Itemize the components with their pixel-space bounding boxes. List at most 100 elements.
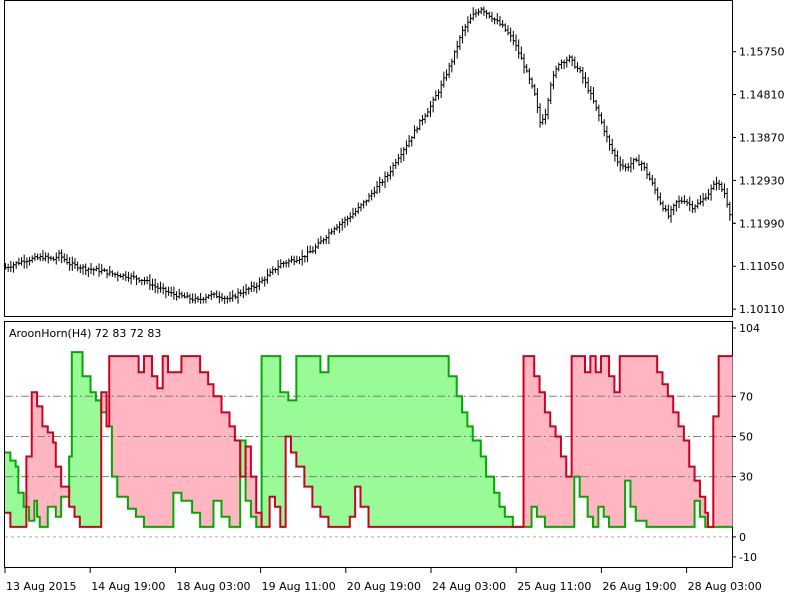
indicator-fill-segment	[328, 356, 331, 527]
aroon-down-line	[5, 355, 732, 528]
indicator-fill-segment	[727, 356, 730, 527]
indicator-fill-segment	[103, 392, 106, 413]
indicator-fill-segment	[408, 356, 411, 527]
indicator-fill-segment	[717, 416, 720, 527]
indicator-fill-segment	[647, 356, 650, 527]
indicator-fill-segment	[495, 492, 498, 527]
indicator-fill-segment	[391, 356, 394, 527]
indicator-fill-segment	[313, 356, 316, 507]
indicator-fill-segment	[614, 392, 617, 527]
indicator-fill-segment	[543, 392, 546, 517]
indicator-fill-segment	[126, 356, 129, 497]
indicator-fill-segment	[395, 356, 398, 527]
indicator-fill-segment	[169, 372, 172, 527]
indicator-fill-segment	[34, 392, 37, 501]
indicator-fill-segment	[451, 376, 454, 527]
indicator-fill-segment	[579, 356, 582, 497]
indicator-fill-segment	[161, 388, 164, 527]
indicator-fill-segment	[7, 452, 10, 513]
indicator-fill-segment	[407, 356, 410, 527]
indicator-fill-segment	[168, 372, 170, 527]
indicator-fill-segment	[540, 392, 543, 517]
indicator-fill-segment	[294, 400, 297, 453]
indicator-fill-segment	[532, 356, 535, 507]
indicator-fill-segment	[687, 440, 690, 527]
indicator-fill-segment	[725, 356, 728, 527]
indicator-fill-segment	[677, 412, 680, 527]
indicator-fill-segment	[560, 456, 563, 527]
indicator-fill-segment	[452, 376, 455, 527]
indicator-fill-segment	[9, 452, 11, 513]
indicator-fill-segment	[580, 356, 583, 497]
indicator-fill-segment	[377, 356, 380, 527]
indicator-fill-segment	[657, 372, 660, 527]
indicator-fill-segment	[142, 372, 145, 517]
indicator-fill-segment	[625, 356, 628, 481]
indicator-fill-segment	[597, 372, 599, 527]
indicator-fill-segment	[246, 446, 249, 501]
price-tick-label: 1.14810	[739, 89, 785, 102]
indicator-fill-segment	[547, 412, 550, 527]
indicator-fill-segment	[282, 392, 285, 527]
indicator-fill-segment	[276, 356, 279, 507]
indicator-fill-segment	[156, 376, 158, 527]
indicator-fill-segment	[589, 372, 591, 517]
indicator-fill-segment	[593, 356, 595, 527]
indicator-fill-segment	[186, 356, 189, 501]
indicator-fill-segment	[29, 456, 31, 521]
indicator-fill-segment	[630, 356, 633, 507]
price-pane: 1.15750 1.14810 1.13870 1.12930 1.11990 1.110…	[4, 0, 785, 317]
indicator-fill-segment	[535, 376, 538, 507]
indicator-fill-segment	[719, 356, 722, 527]
indicator-fill-segment	[218, 396, 221, 501]
indicator-fill-segment	[355, 356, 358, 487]
indicator-fill-segment	[329, 356, 332, 527]
indicator-fill-segment	[649, 356, 652, 527]
indicator-fill-segment	[65, 486, 68, 497]
indicator-fill-segment	[602, 356, 605, 507]
indicator-fill-segment	[114, 356, 117, 477]
indicator-fill-segment	[55, 466, 58, 517]
indicator-title: AroonHorn(H4) 72 83 72 83	[9, 327, 161, 340]
indicator-fill-segment	[252, 476, 255, 517]
indicator-fill-segment	[447, 356, 450, 527]
indicator-fill-segment	[621, 356, 624, 527]
indicator-fill-segment	[427, 356, 430, 527]
indicator-fill-segment	[480, 456, 483, 527]
indicator-fill-segment	[393, 356, 396, 527]
indicator-fill-segment	[205, 372, 208, 527]
indicator-fill-segment	[198, 356, 201, 513]
aroon-up-line	[5, 351, 732, 528]
indicator-fill-segment	[121, 356, 124, 497]
indicator-fill-segment	[248, 446, 251, 501]
indicator-fill-segment	[650, 356, 653, 527]
indicator-fill-segment	[185, 356, 188, 501]
indicator-fill-segment	[113, 356, 116, 477]
indicator-fill-segment	[253, 476, 256, 517]
indicator-fill-segment	[296, 356, 299, 467]
indicator-fill-segment	[41, 406, 44, 527]
indicator-fill-segment	[118, 356, 121, 497]
indicator-fill-segment	[265, 356, 268, 527]
indicator-fill-segment	[17, 466, 19, 527]
indicator-fill-segment	[5, 452, 7, 513]
indicator-fill-segment	[209, 384, 212, 527]
indicator-fill-segment	[371, 356, 374, 527]
indicator-fill-segment	[119, 356, 122, 497]
indicator-tick-label: 30	[739, 471, 753, 484]
indicator-fill-segment	[86, 376, 89, 527]
indicator-fill-segment	[257, 512, 260, 527]
indicator-fill-segment	[190, 356, 193, 501]
indicator-fill-segment	[269, 356, 272, 497]
indicator-fill-segment	[33, 392, 36, 521]
indicator-fill-segment	[415, 356, 418, 527]
price-tick-label: 1.12930	[739, 174, 785, 187]
indicator-fill-segment	[439, 356, 442, 527]
indicator-fill-segment	[332, 356, 335, 527]
indicator-fill-segment	[530, 356, 533, 527]
indicator-fill-segment	[459, 396, 462, 527]
indicator-fill-segment	[150, 356, 153, 527]
indicator-fill-segment	[178, 372, 181, 493]
indicator-fill-segment	[74, 352, 77, 517]
indicator-fill-segment	[242, 440, 245, 477]
